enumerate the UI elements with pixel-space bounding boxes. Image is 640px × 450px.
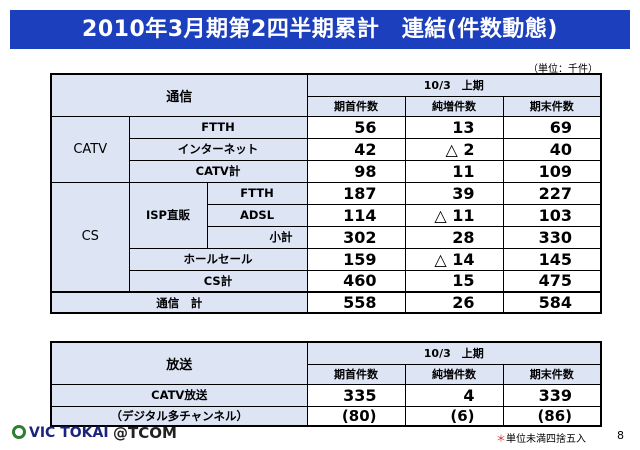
- row-label: （デジタル多チャンネル）: [50, 405, 308, 427]
- cell: 339: [502, 383, 602, 407]
- cell: 227: [502, 181, 602, 205]
- unit-label: （単位：千件）: [528, 64, 598, 75]
- cell: (86): [502, 405, 602, 427]
- group-isp: ISP直販: [128, 181, 208, 249]
- table-row: インターネット 42 △ 2 40: [51, 137, 602, 161]
- cell: 103: [502, 203, 602, 227]
- logo-circle-icon: [12, 425, 26, 439]
- table-row: CATV放送 335 4 339: [50, 383, 602, 407]
- broadcast-table: 放送 10/3 上期 期首件数 純増件数 期末件数 CATV放送 335 4 3…: [50, 341, 603, 427]
- period-header: 10/3 上期: [306, 73, 602, 97]
- cell: 460: [306, 269, 406, 293]
- table-row: CS計 460 15 475: [51, 269, 602, 293]
- cell: 335: [306, 383, 406, 407]
- table-corner: 通信: [50, 73, 308, 117]
- cell: 28: [404, 225, 504, 249]
- row-label: CS計: [128, 269, 308, 293]
- row-label: ADSL: [206, 203, 308, 227]
- table-corner: 放送: [50, 341, 308, 385]
- cell: 584: [502, 291, 602, 314]
- table-row: CS ISP直販 FTTH 187 39 227: [50, 181, 602, 293]
- row-label: FTTH: [206, 181, 308, 205]
- slide-title: 2010年3月期第2四半期累計 連結(件数動態): [10, 10, 630, 49]
- row-label: CATV放送: [50, 383, 308, 407]
- cell: 4: [404, 383, 504, 407]
- cell: 13: [404, 115, 504, 139]
- cell: 26: [404, 291, 504, 314]
- cell: 69: [502, 115, 602, 139]
- tcom-logo: @TCOM: [113, 424, 177, 442]
- period-header: 10/3 上期: [306, 341, 602, 365]
- cell: 109: [502, 159, 602, 183]
- row-label: 通信 計: [50, 291, 308, 314]
- cell: △ 2: [404, 137, 504, 161]
- cell: △ 14: [404, 247, 504, 271]
- group-catv: CATV: [50, 115, 130, 183]
- cell: 114: [306, 203, 406, 227]
- cell: (6): [404, 405, 504, 427]
- cell: (80): [306, 405, 406, 427]
- vic-tokai-logo: VIC TOKAI: [12, 425, 109, 441]
- col-start: 期首件数: [306, 363, 406, 385]
- col-net: 純増件数: [404, 363, 504, 385]
- cell: 98: [306, 159, 406, 183]
- cell: 558: [306, 291, 406, 314]
- total-row: 通信 計 558 26 584: [50, 291, 602, 314]
- note-mark: ＊: [496, 434, 506, 445]
- cell: 39: [404, 181, 504, 205]
- cell: △ 11: [404, 203, 504, 227]
- cell: 40: [502, 137, 602, 161]
- group-cs: CS: [50, 181, 130, 293]
- col-end: 期末件数: [502, 363, 602, 385]
- row-label: ホールセール: [128, 247, 308, 271]
- cell: 42: [306, 137, 406, 161]
- col-end: 期末件数: [502, 95, 602, 117]
- table-row: ホールセール 159 △ 14 145: [51, 247, 602, 271]
- page-number: 8: [617, 429, 624, 442]
- row-label: インターネット: [128, 137, 308, 161]
- cell: 145: [502, 247, 602, 271]
- communications-table: 通信 10/3 上期 期首件数 純増件数 期末件数 CATV FTTH 56 1…: [50, 73, 603, 314]
- col-start: 期首件数: [306, 95, 406, 117]
- cell: 330: [502, 225, 602, 249]
- row-label: 小計: [206, 225, 308, 249]
- cell: 11: [404, 159, 504, 183]
- row-label: CATV計: [128, 159, 308, 183]
- row-label: FTTH: [128, 115, 308, 139]
- table-row: （デジタル多チャンネル） (80) (6) (86): [50, 405, 602, 427]
- cell: 15: [404, 269, 504, 293]
- col-net: 純増件数: [404, 95, 504, 117]
- table-row: CATV計 98 11 109: [51, 159, 602, 183]
- cell: 475: [502, 269, 602, 293]
- table-row: CATV FTTH 56 13 69: [50, 115, 602, 183]
- cell: 302: [306, 225, 406, 249]
- rounding-note: ＊単位未満四捨五入: [496, 434, 586, 445]
- table-row: 小計 302 28 330: [51, 225, 602, 249]
- cell: 187: [306, 181, 406, 205]
- cell: 159: [306, 247, 406, 271]
- cell: 56: [306, 115, 406, 139]
- table-row: ADSL 114 △ 11 103: [51, 203, 602, 227]
